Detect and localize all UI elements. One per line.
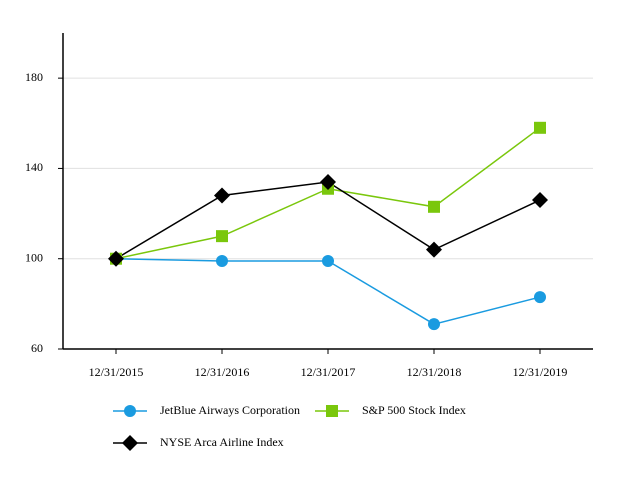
data-point — [322, 254, 334, 267]
data-point — [534, 291, 546, 304]
legend-label: NYSE Arca Airline Index — [160, 435, 284, 449]
data-point — [426, 241, 442, 258]
data-point — [108, 250, 124, 267]
data-point — [428, 318, 440, 331]
y-tick-label: 180 — [25, 70, 43, 84]
legend-marker — [326, 405, 338, 417]
data-point — [428, 200, 440, 213]
y-tick-label: 100 — [25, 250, 43, 264]
x-tick-label: 12/31/2018 — [407, 365, 462, 379]
x-tick-label: 12/31/2016 — [195, 365, 250, 379]
legend-label: S&P 500 Stock Index — [362, 403, 466, 417]
data-point — [216, 230, 228, 243]
y-tick-label: 60 — [31, 341, 43, 355]
legend-marker — [122, 435, 138, 451]
legend-marker — [124, 405, 136, 417]
data-point — [320, 173, 336, 190]
data-point — [216, 254, 228, 267]
x-tick-label: 12/31/2019 — [513, 365, 568, 379]
y-tick-label: 140 — [25, 160, 43, 174]
data-point — [534, 121, 546, 134]
x-tick-label: 12/31/2015 — [89, 365, 144, 379]
data-point — [214, 187, 230, 204]
data-point — [532, 192, 548, 209]
series-line — [115, 257, 541, 325]
legend-label: JetBlue Airways Corporation — [160, 403, 300, 417]
x-tick-label: 12/31/2017 — [301, 365, 356, 379]
